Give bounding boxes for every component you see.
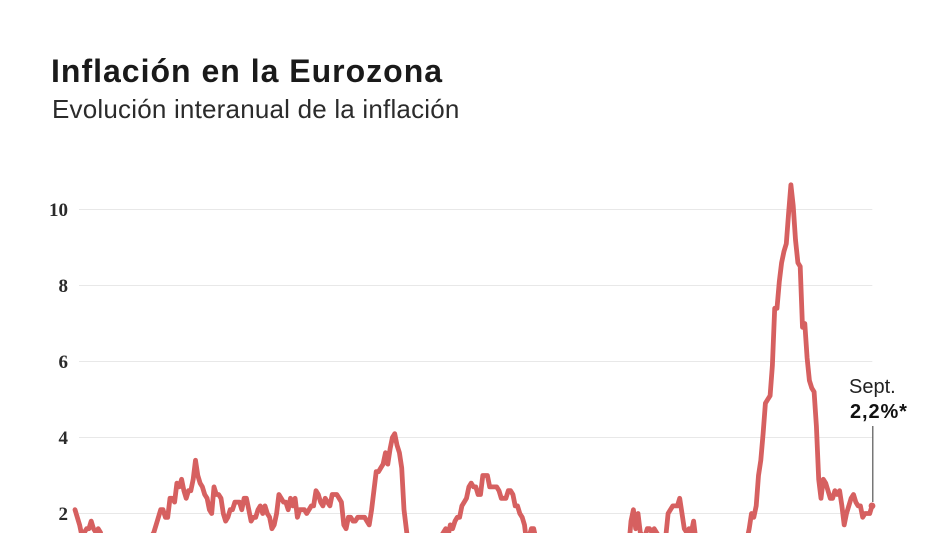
svg-text:8: 8 bbox=[59, 276, 69, 297]
svg-text:2,2%*: 2,2%* bbox=[850, 401, 908, 423]
svg-text:10: 10 bbox=[49, 200, 68, 221]
svg-text:Sept.: Sept. bbox=[849, 376, 896, 398]
svg-text:2: 2 bbox=[59, 504, 69, 525]
svg-text:6: 6 bbox=[59, 352, 69, 373]
svg-text:4: 4 bbox=[59, 428, 69, 449]
